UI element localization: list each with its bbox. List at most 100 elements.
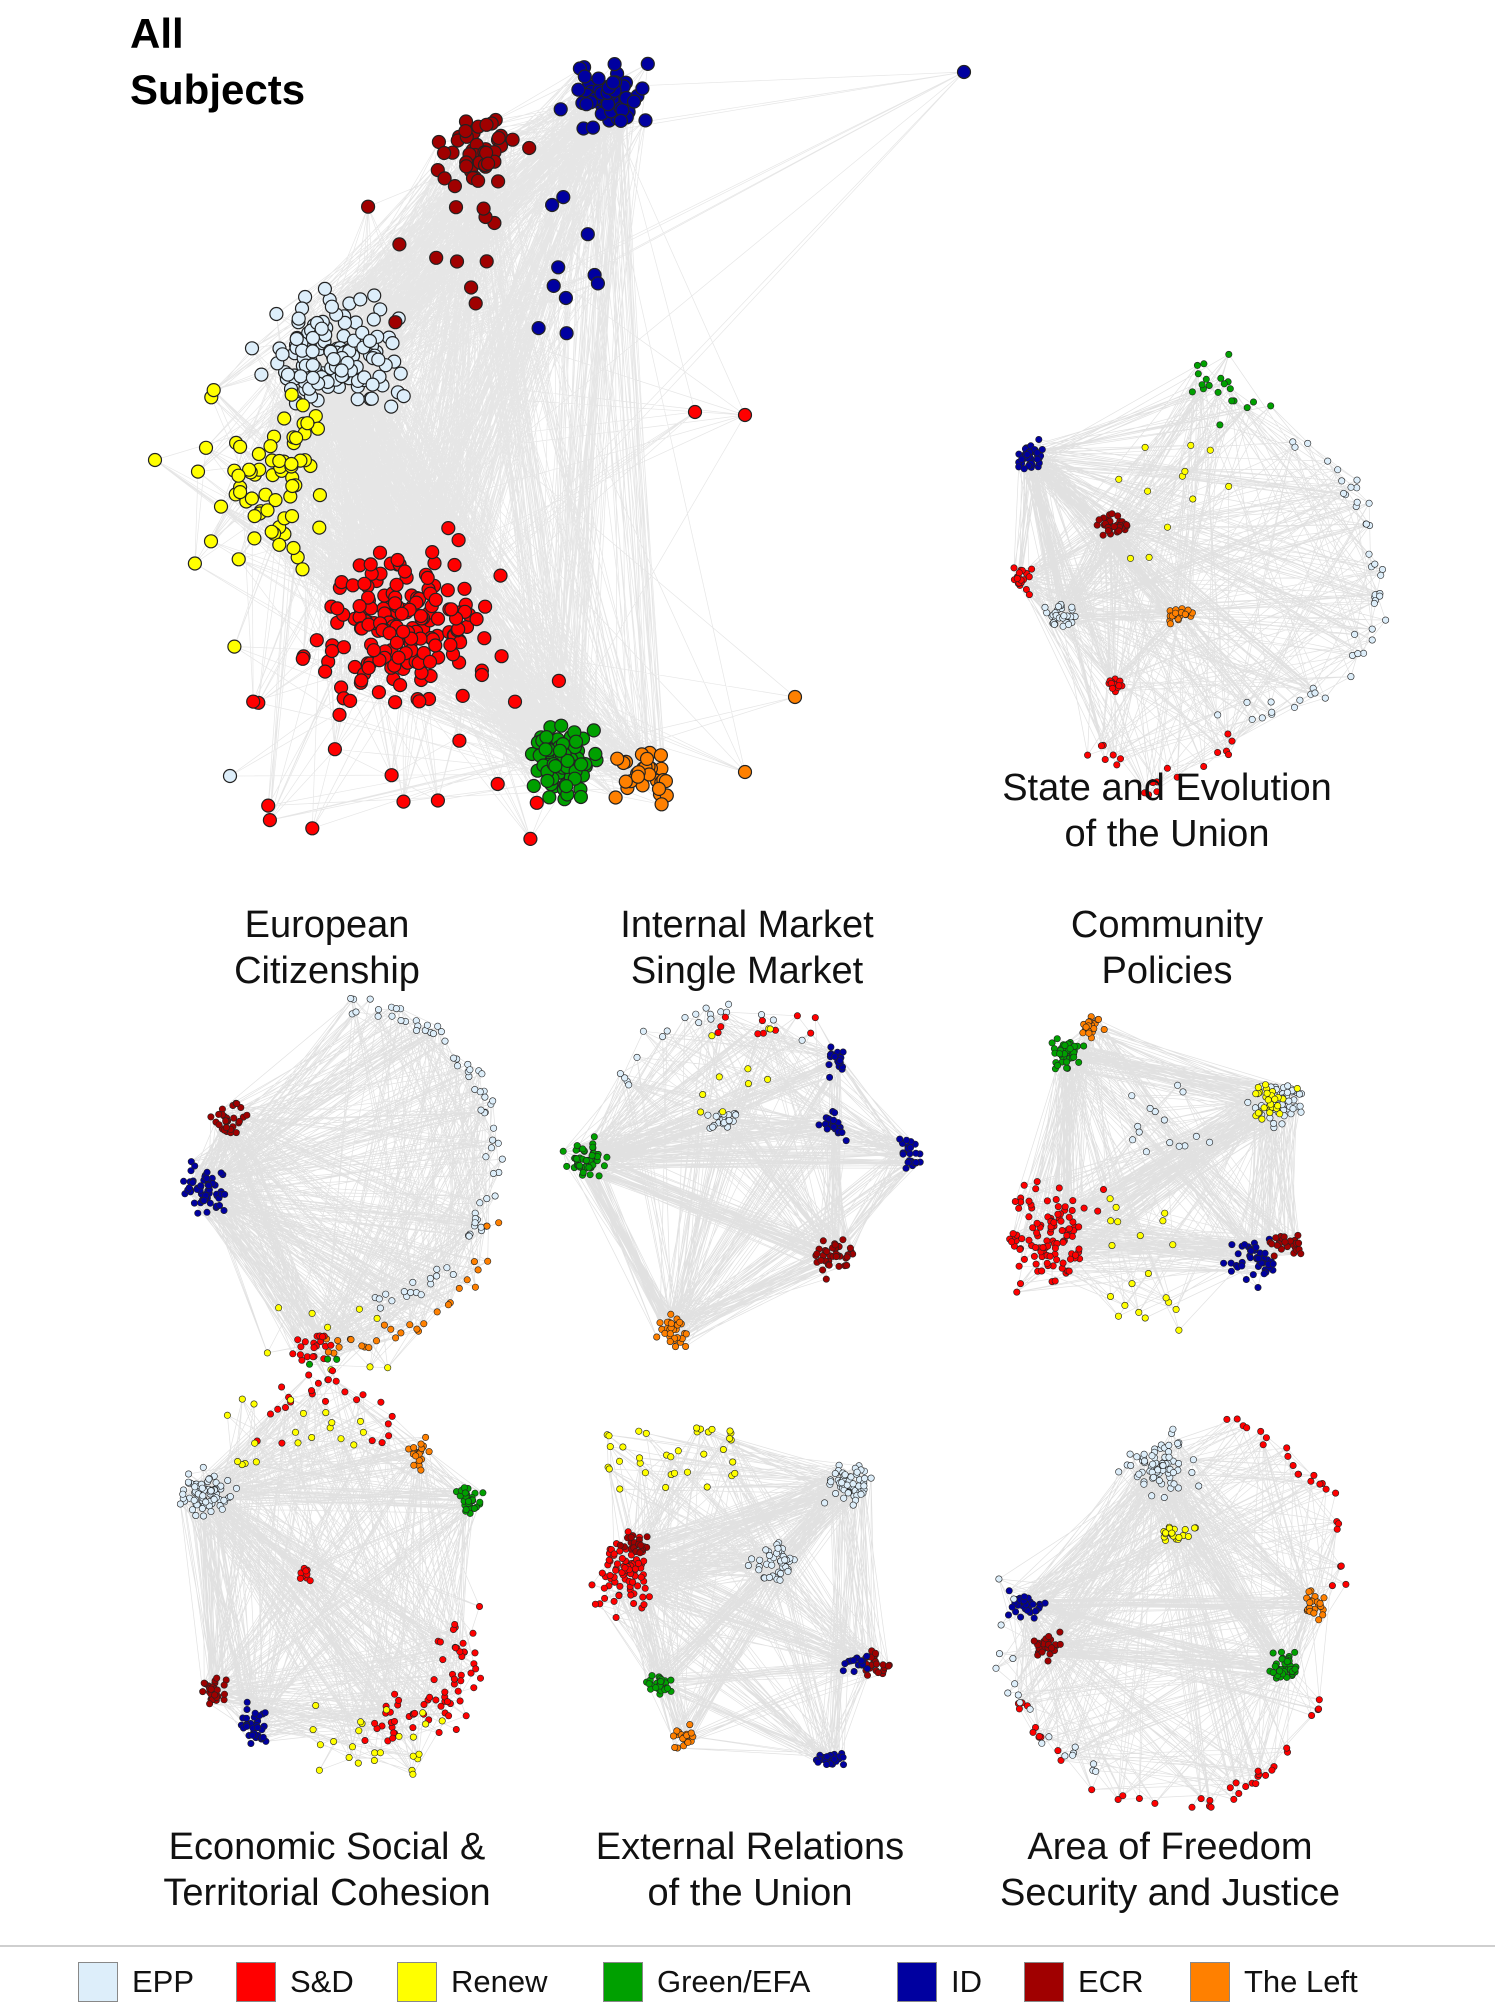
node bbox=[217, 1169, 225, 1177]
legend-swatch bbox=[603, 1962, 643, 2002]
node bbox=[656, 1319, 664, 1327]
node bbox=[472, 1665, 480, 1673]
nodes bbox=[588, 1424, 893, 1769]
node bbox=[1052, 1196, 1060, 1204]
node bbox=[202, 1498, 210, 1506]
caption-internal-market: Internal Market Single Market bbox=[517, 902, 977, 994]
node bbox=[1254, 1767, 1262, 1775]
node bbox=[233, 485, 248, 500]
node bbox=[409, 1278, 417, 1286]
node bbox=[651, 781, 667, 797]
node bbox=[590, 1133, 598, 1141]
node bbox=[667, 1319, 675, 1327]
node bbox=[1038, 1648, 1046, 1656]
node bbox=[1148, 1492, 1156, 1500]
caption-line: of the Union bbox=[647, 1872, 853, 1914]
node bbox=[337, 1435, 345, 1443]
node bbox=[457, 581, 472, 596]
node bbox=[1119, 1792, 1127, 1800]
node bbox=[600, 1584, 608, 1592]
node bbox=[1165, 1441, 1173, 1449]
node bbox=[1254, 1109, 1262, 1117]
node bbox=[1324, 457, 1332, 465]
node bbox=[825, 1261, 833, 1269]
node bbox=[417, 1291, 425, 1299]
node bbox=[857, 1657, 865, 1665]
node bbox=[1328, 1582, 1336, 1590]
node bbox=[582, 1157, 590, 1165]
node bbox=[199, 1463, 207, 1471]
node bbox=[429, 250, 444, 265]
node bbox=[606, 1443, 614, 1451]
node bbox=[1297, 1108, 1305, 1116]
node bbox=[613, 113, 629, 129]
node bbox=[384, 768, 399, 783]
node bbox=[606, 1572, 614, 1580]
node bbox=[641, 1469, 649, 1477]
node bbox=[714, 1029, 722, 1037]
node bbox=[1067, 1255, 1075, 1263]
node bbox=[1181, 610, 1189, 618]
node bbox=[1276, 1110, 1284, 1118]
node bbox=[432, 1696, 440, 1704]
node bbox=[1337, 1562, 1345, 1570]
node bbox=[843, 1253, 851, 1261]
node bbox=[588, 1152, 596, 1160]
node bbox=[1107, 1217, 1115, 1225]
node bbox=[904, 1158, 912, 1166]
node bbox=[579, 1145, 587, 1153]
node bbox=[251, 446, 266, 462]
node bbox=[807, 1029, 815, 1037]
node bbox=[376, 1304, 384, 1312]
node bbox=[263, 439, 278, 454]
node bbox=[605, 75, 621, 90]
node bbox=[616, 1070, 624, 1078]
node bbox=[841, 1660, 849, 1668]
node bbox=[825, 1061, 833, 1069]
node bbox=[702, 1004, 710, 1012]
node bbox=[459, 1639, 467, 1647]
node bbox=[243, 1714, 251, 1722]
node bbox=[686, 1721, 694, 1729]
node bbox=[449, 1271, 457, 1279]
node bbox=[373, 302, 388, 317]
node bbox=[559, 1147, 567, 1155]
node bbox=[1115, 1468, 1123, 1476]
node bbox=[847, 1473, 855, 1481]
node bbox=[1146, 1104, 1154, 1112]
node bbox=[591, 71, 606, 86]
node bbox=[1117, 755, 1125, 763]
node bbox=[388, 1012, 396, 1020]
node bbox=[1291, 443, 1299, 451]
node bbox=[1033, 1178, 1041, 1186]
node bbox=[1234, 1250, 1242, 1258]
node bbox=[200, 1679, 208, 1687]
graph-european-citizenship bbox=[180, 994, 506, 1384]
node bbox=[683, 1468, 691, 1476]
legend-label: ECR bbox=[1078, 1964, 1144, 1999]
node bbox=[312, 1702, 320, 1710]
node bbox=[1033, 1229, 1041, 1237]
node bbox=[1020, 1255, 1028, 1263]
node bbox=[1225, 482, 1233, 490]
node bbox=[1115, 1312, 1123, 1320]
node bbox=[1028, 565, 1036, 573]
node bbox=[1251, 1104, 1259, 1112]
node bbox=[309, 1353, 317, 1361]
node bbox=[481, 1093, 489, 1101]
node bbox=[774, 1544, 782, 1552]
node bbox=[484, 1257, 492, 1265]
legend-label: EPP bbox=[132, 1964, 195, 1999]
node bbox=[1304, 439, 1312, 447]
node bbox=[1135, 1795, 1143, 1803]
node bbox=[640, 56, 655, 72]
node bbox=[456, 1697, 464, 1705]
node bbox=[1142, 1148, 1150, 1156]
node bbox=[580, 227, 595, 242]
node bbox=[327, 742, 342, 757]
node bbox=[277, 411, 292, 426]
node bbox=[327, 1341, 335, 1349]
node bbox=[443, 1698, 451, 1706]
node bbox=[385, 336, 400, 351]
node bbox=[461, 1489, 469, 1497]
